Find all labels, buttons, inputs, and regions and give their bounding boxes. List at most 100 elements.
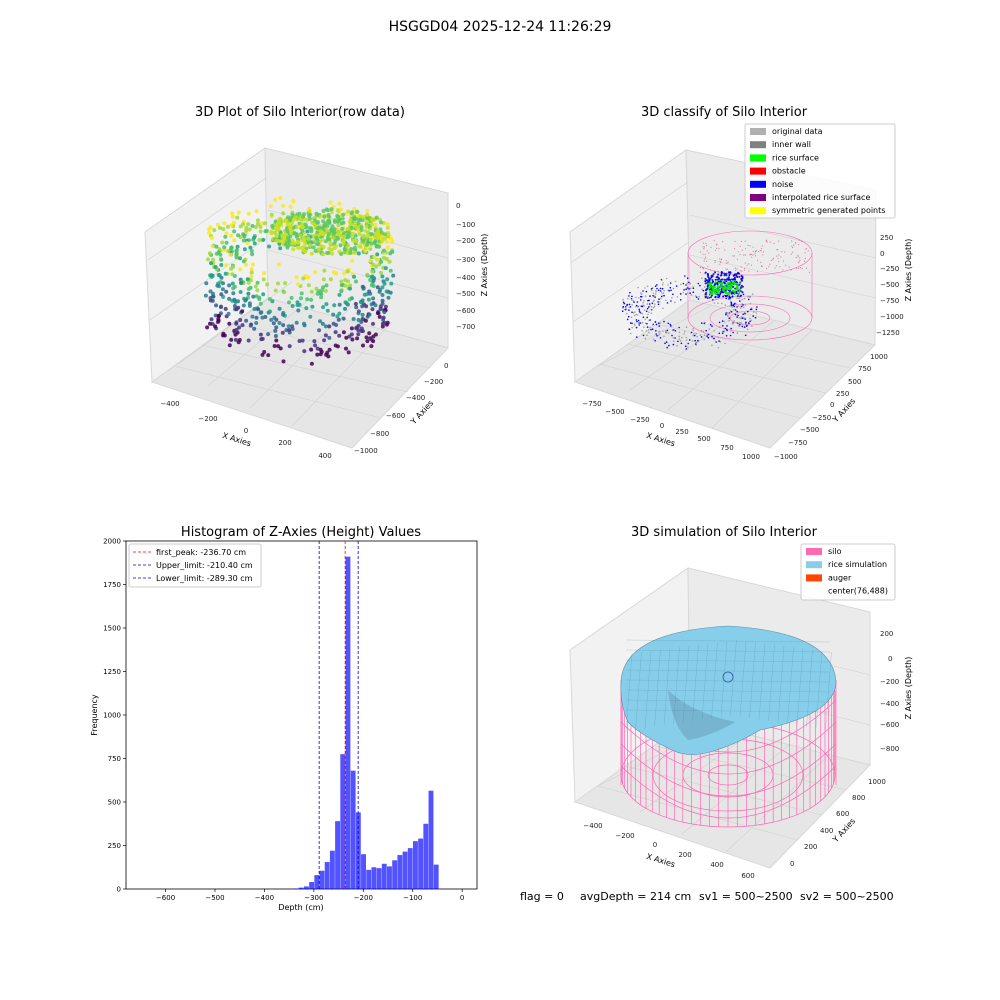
hist-bars (293, 556, 439, 889)
raw-point (346, 350, 351, 355)
sim-y-tick: 1000 (868, 778, 886, 786)
hist-bar (293, 888, 299, 889)
cls-point (702, 246, 704, 248)
cls-point (778, 254, 780, 256)
hist-x-tick: −300 (304, 894, 323, 902)
raw-point (298, 233, 303, 238)
cls-point (708, 278, 711, 281)
raw-point (335, 208, 340, 213)
cls-point (711, 292, 714, 296)
cls-point (808, 271, 811, 273)
cls-point (714, 271, 717, 274)
raw-point (373, 303, 378, 308)
cls-point (667, 322, 670, 325)
sim-mesh-line (806, 649, 813, 728)
raw-point (274, 238, 279, 243)
cls-point (657, 301, 659, 303)
hist-y-tick: 1750 (103, 581, 121, 589)
cls-point (705, 279, 708, 282)
cls-point (650, 328, 652, 331)
cls-point (723, 320, 726, 323)
raw-point (381, 255, 386, 260)
cls-point (644, 337, 647, 340)
cls-legend-swatch (750, 207, 766, 215)
cls-point (702, 253, 704, 255)
cls-point (713, 270, 716, 272)
raw-point (331, 312, 336, 317)
hist-plot-frame (125, 540, 478, 890)
sim-z-tick: −200 (880, 678, 899, 686)
cls-point (728, 281, 731, 284)
raw-point (291, 218, 296, 223)
cls-point (647, 313, 649, 316)
cls-point (628, 309, 630, 311)
raw-point (367, 331, 372, 336)
raw-point (309, 297, 314, 302)
sim-mesh-line (625, 669, 831, 673)
sim-mesh-line (749, 642, 756, 719)
cls-point (744, 254, 747, 256)
cls-point (690, 331, 693, 334)
cls-point (727, 261, 729, 263)
cls-point (719, 261, 721, 263)
cls-point (729, 334, 732, 337)
cls-point (633, 314, 636, 317)
cls-point (729, 296, 732, 299)
cls-point (672, 340, 675, 343)
cls-point (750, 253, 753, 255)
cls-point (752, 250, 754, 253)
raw-point (214, 303, 219, 308)
raw-point (211, 291, 215, 296)
cls-point (631, 311, 633, 314)
cls-z-label: Z Axies (Depth) (904, 239, 913, 302)
raw-point (231, 291, 236, 296)
cls-point (733, 290, 736, 293)
raw-point (361, 239, 366, 244)
raw-point (388, 290, 393, 295)
cls-point (642, 334, 645, 337)
cls-point (709, 323, 712, 326)
cls-point (685, 336, 688, 339)
raw-point (374, 244, 379, 249)
cls-point (655, 323, 658, 326)
cls-z-tick: −250 (880, 265, 899, 273)
raw-point (344, 335, 349, 340)
raw-point (354, 305, 359, 310)
raw-point (309, 229, 314, 234)
raw-point (286, 324, 291, 329)
raw-z-tick: −300 (456, 256, 475, 264)
sim-mesh-line (682, 645, 690, 723)
cls-x-ticks: −750 −500 −250 0 250 500 750 1000 (582, 400, 760, 461)
cls-point (646, 334, 648, 336)
sim-y-tick: 800 (852, 794, 865, 802)
cls-point (779, 266, 781, 268)
cls-point (751, 325, 753, 327)
raw-point (236, 210, 241, 215)
cls-point (644, 287, 646, 289)
cls-point (727, 278, 730, 281)
raw-y-ticks: 0 −200 −400 −600 −800 −1000 (354, 362, 448, 455)
raw-point (367, 312, 372, 317)
cls-point (730, 327, 732, 330)
cls-point (718, 248, 720, 250)
sim-mesh-line (758, 643, 766, 720)
cls-point (646, 316, 648, 319)
raw-point (250, 224, 255, 228)
cls-point (755, 308, 758, 311)
raw-point (345, 269, 350, 274)
cls-point (685, 288, 687, 291)
raw-point (300, 238, 305, 243)
raw-point (224, 240, 229, 245)
cls-point (641, 293, 643, 296)
cls-point (750, 308, 753, 311)
cls-point (638, 324, 640, 326)
raw-point (326, 232, 331, 237)
cls-point (709, 277, 712, 280)
raw-point (273, 334, 278, 338)
raw-point (329, 207, 334, 212)
cls-point (740, 266, 742, 268)
raw-point (342, 234, 347, 239)
cls-point (687, 342, 689, 345)
raw-point (249, 274, 254, 279)
raw-point (361, 343, 365, 348)
